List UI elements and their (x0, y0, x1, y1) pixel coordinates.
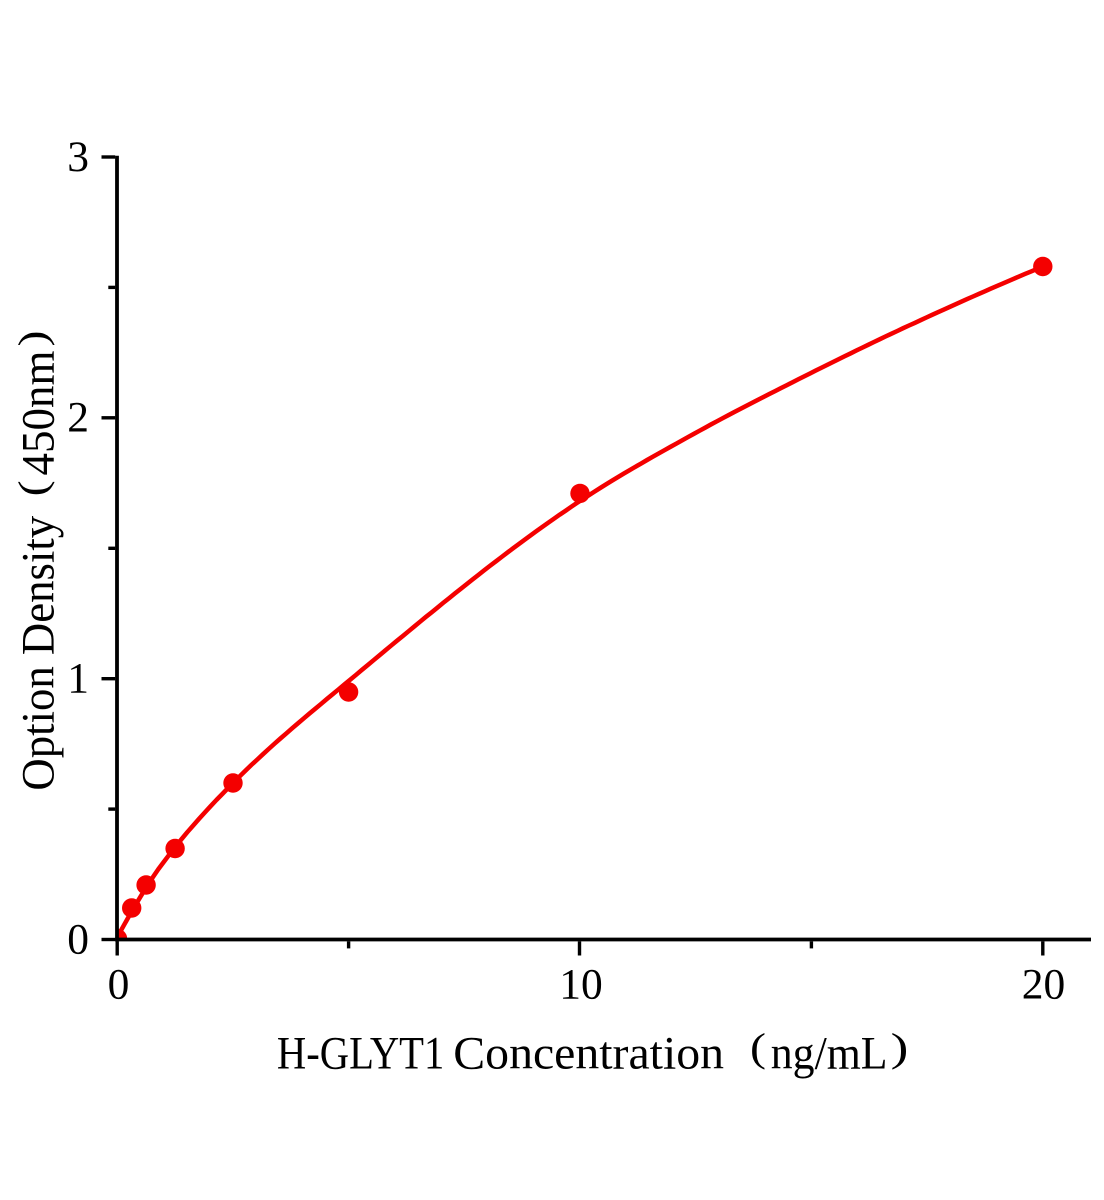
svg-text:20: 20 (1022, 960, 1066, 1008)
svg-text:2: 2 (67, 394, 89, 442)
svg-text:0: 0 (67, 915, 89, 963)
svg-text:(: ( (11, 480, 55, 496)
svg-text:3: 3 (67, 133, 89, 181)
svg-text:): ) (891, 1026, 909, 1070)
svg-text:10: 10 (559, 960, 603, 1008)
svg-text:H-GLYT1: H-GLYT1 (277, 1028, 444, 1079)
svg-text:1: 1 (67, 655, 89, 703)
svg-text:(: ( (750, 1026, 766, 1070)
svg-text:0: 0 (108, 960, 130, 1008)
svg-text:): ) (11, 331, 55, 347)
svg-text:450nm: 450nm (12, 351, 64, 476)
svg-text:Concentration: Concentration (453, 1028, 724, 1079)
svg-text:ng/mL: ng/mL (771, 1028, 888, 1079)
svg-text:Option Density: Option Density (12, 516, 64, 791)
